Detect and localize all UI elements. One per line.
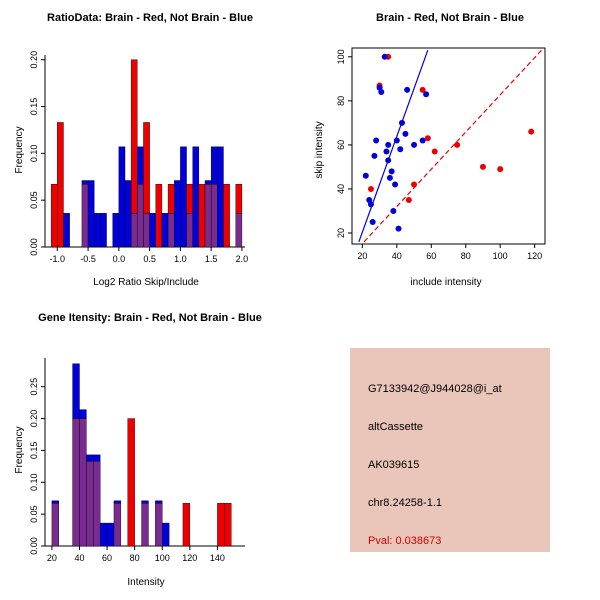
svg-text:0.05: 0.05 — [29, 191, 39, 209]
svg-text:0.10: 0.10 — [29, 145, 39, 163]
svg-text:0.25: 0.25 — [29, 378, 39, 396]
blue-fit-line — [358, 49, 429, 243]
histogram-bars — [51, 363, 232, 547]
tick-labels: 20 40 60 80 100 120 20 40 60 80 100 — [336, 49, 542, 261]
svg-text:40: 40 — [336, 184, 346, 194]
locus-id-text: chr8.24258-1.1 — [368, 497, 442, 509]
gene-intensity-y-axis-label: Frequency — [14, 426, 25, 474]
panel-ratio-histogram: RatioData: Brain - Red, Not Brain - Blue… — [0, 0, 300, 300]
panel-intensity-scatter: Brain - Red, Not Brain - Blue 20 40 60 80 10… — [300, 0, 600, 300]
svg-text:2.0: 2.0 — [236, 254, 249, 264]
svg-text:100: 100 — [336, 49, 346, 64]
svg-text:0.20: 0.20 — [29, 410, 39, 428]
svg-text:100: 100 — [155, 553, 170, 563]
ratio-histogram-x-axis-label: Log2 Ratio Skip/Include — [93, 277, 199, 288]
intensity-scatter-plot: 20 40 60 80 100 120 20 40 60 80 100 — [336, 47, 546, 261]
svg-text:80: 80 — [130, 553, 140, 563]
pval-text: Pval: 0.038673 — [368, 535, 442, 547]
panel-gene-intensity-histogram: Gene Itensity: Brain - Red, Not Brain - … — [0, 300, 300, 600]
svg-text:120: 120 — [182, 553, 197, 563]
svg-text:0.0: 0.0 — [113, 254, 126, 264]
scatter-x-axis-label: include intensity — [410, 277, 482, 288]
ratio-histogram-plot: -1.0 -0.5 0.0 0.5 1.0 1.5 2.0 0.00 0.05 0.10 0.15 0… — [29, 51, 248, 264]
svg-text:0.5: 0.5 — [143, 254, 156, 264]
splice-event-type-text: altCassette — [368, 421, 424, 433]
svg-text:20: 20 — [357, 251, 367, 261]
gene-intensity-x-axis-label: Intensity — [127, 577, 165, 588]
histogram-bars — [50, 59, 243, 248]
svg-text:0.15: 0.15 — [29, 98, 39, 116]
svg-text:60: 60 — [102, 553, 112, 563]
svg-text:100: 100 — [493, 251, 508, 261]
svg-text:40: 40 — [392, 251, 402, 261]
blue-points — [362, 53, 430, 232]
svg-text:1.0: 1.0 — [174, 254, 187, 264]
svg-text:60: 60 — [336, 140, 346, 150]
gene-intensity-histogram-title: Gene Itensity: Brain - Red, Not Brain - … — [38, 312, 262, 324]
red-points — [367, 53, 535, 203]
accession-id-text: AK039615 — [368, 459, 420, 471]
gene-info-box: G7133942@J944028@i_at altCassette AK0396… — [350, 348, 550, 552]
ratio-histogram-y-axis-label: Frequency — [14, 126, 25, 174]
scatter-content — [358, 49, 542, 243]
svg-text:120: 120 — [527, 251, 542, 261]
probe-id-text: G7133942@J944028@i_at — [368, 383, 502, 395]
scatter-y-axis-label: skip intensity — [314, 121, 325, 179]
svg-text:80: 80 — [336, 96, 346, 106]
svg-text:140: 140 — [210, 553, 225, 563]
panel-gene-info: G7133942@J944028@i_at altCassette AK0396… — [300, 300, 600, 600]
svg-text:40: 40 — [74, 553, 84, 563]
axes — [348, 47, 546, 248]
tick-labels: -1.0 -0.5 0.0 0.5 1.0 1.5 2.0 0.00 0.05 0.10 0.15 0… — [29, 51, 248, 264]
svg-text:0.10: 0.10 — [29, 474, 39, 492]
tick-labels: 20 40 60 80 100 120 140 0.00 0.05 0.10 0.15 0.20 0.2… — [29, 378, 225, 563]
svg-text:-0.5: -0.5 — [80, 254, 96, 264]
gene-intensity-histogram-plot: 20 40 60 80 100 120 140 0.00 0.05 0.10 0.15 0.20 0.2… — [29, 358, 245, 563]
svg-text:-1.0: -1.0 — [50, 254, 66, 264]
svg-text:0.15: 0.15 — [29, 442, 39, 460]
svg-text:20: 20 — [336, 228, 346, 238]
ratio-histogram-title: RatioData: Brain - Red, Not Brain - Blue — [47, 12, 253, 24]
svg-text:80: 80 — [461, 251, 471, 261]
svg-text:0.00: 0.00 — [29, 537, 39, 555]
svg-text:1.5: 1.5 — [205, 254, 218, 264]
svg-text:0.00: 0.00 — [29, 238, 39, 256]
svg-text:0.20: 0.20 — [29, 51, 39, 69]
svg-text:0.05: 0.05 — [29, 505, 39, 523]
svg-text:20: 20 — [47, 553, 57, 563]
svg-text:60: 60 — [426, 251, 436, 261]
scatter-title: Brain - Red, Not Brain - Blue — [376, 12, 524, 24]
